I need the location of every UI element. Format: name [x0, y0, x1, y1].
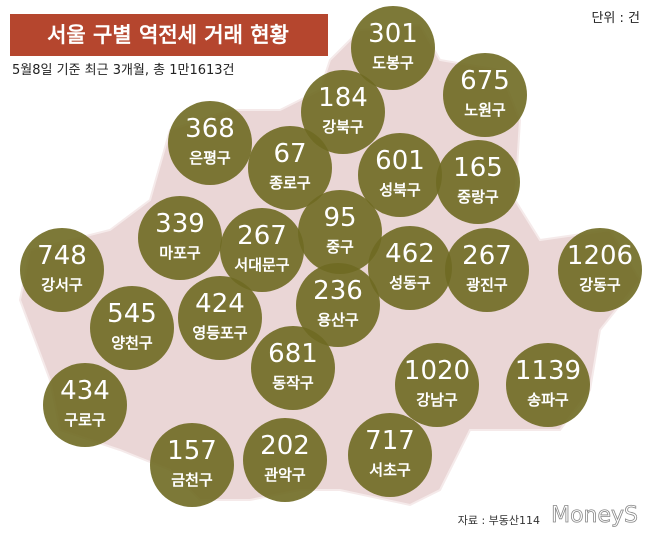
- district-name: 성북구: [379, 181, 421, 199]
- district-value: 236: [313, 276, 363, 306]
- district-value: 184: [318, 83, 368, 113]
- district-bubble: [243, 418, 327, 502]
- title-box: [10, 14, 328, 56]
- district-bubble: [178, 276, 262, 360]
- district-value: 1139: [515, 356, 581, 386]
- district-bubble: [558, 228, 642, 312]
- district-bubble: [358, 133, 442, 217]
- district-name: 은평구: [189, 149, 231, 167]
- district-bubble: [168, 101, 252, 185]
- district-name: 동작구: [272, 374, 314, 392]
- district-name: 송파구: [527, 391, 569, 409]
- district-bubble: [296, 263, 380, 347]
- district-bubble: [368, 226, 452, 310]
- district-value: 1020: [404, 356, 470, 386]
- district-value: 462: [385, 239, 435, 269]
- district-bubble: [251, 326, 335, 410]
- district-value: 301: [368, 19, 418, 49]
- district-value: 339: [155, 209, 205, 239]
- district-bubble: [248, 126, 332, 210]
- district-name: 도봉구: [372, 54, 414, 72]
- source: 자료 : 부동산114: [458, 514, 540, 527]
- district-name: 강동구: [579, 276, 621, 294]
- district-value: 675: [460, 66, 510, 96]
- district-name: 강북구: [322, 118, 364, 136]
- district-bubble: [445, 228, 529, 312]
- district-value: 368: [185, 114, 235, 144]
- district-bubble: [20, 228, 104, 312]
- title: 서울 구별 역전세 거래 현황: [47, 23, 289, 47]
- district-bubble: [443, 53, 527, 137]
- district-name: 용산구: [317, 311, 359, 329]
- district-name: 종로구: [269, 174, 311, 192]
- district-bubble: [150, 423, 234, 507]
- district-name: 관악구: [264, 466, 306, 484]
- district-bubble: [395, 343, 479, 427]
- district-value: 202: [260, 431, 310, 461]
- district-value: 717: [365, 426, 415, 456]
- district-bubble: [506, 343, 590, 427]
- district-value: 267: [237, 221, 287, 251]
- district-value: 267: [462, 241, 512, 271]
- district-value: 681: [268, 339, 318, 369]
- district-name: 강서구: [41, 276, 83, 294]
- district-bubble: [436, 140, 520, 224]
- watermark: MoneyS: [551, 503, 638, 528]
- district-bubble: [301, 70, 385, 154]
- district-value: 95: [323, 203, 356, 233]
- district-value: 424: [195, 289, 245, 319]
- district-value: 601: [375, 146, 425, 176]
- district-bubbles: 301 도봉구 675 노원구 184 강북구 368 은평구 67 종로구 601 성북구 165 중랑…: [20, 6, 642, 507]
- district-name: 양천구: [111, 334, 153, 352]
- district-bubble: [43, 363, 127, 447]
- district-name: 노원구: [464, 101, 506, 119]
- district-name: 서초구: [369, 461, 411, 479]
- district-value: 434: [60, 376, 110, 406]
- district-value: 1206: [567, 241, 633, 271]
- district-bubble: [351, 6, 435, 90]
- district-value: 157: [167, 436, 217, 466]
- unit: 단위 : 건: [591, 11, 640, 26]
- district-name: 중구: [326, 238, 354, 256]
- district-bubble: [348, 413, 432, 497]
- district-bubble: [298, 190, 382, 274]
- district-name: 강남구: [416, 391, 458, 409]
- district-name: 구로구: [64, 411, 106, 429]
- district-name: 금천구: [171, 471, 213, 489]
- district-name: 중랑구: [457, 188, 499, 206]
- district-name: 마포구: [159, 244, 201, 262]
- district-bubble: [138, 196, 222, 280]
- district-value: 545: [107, 299, 157, 329]
- district-name: 광진구: [466, 276, 508, 294]
- district-bubble: [220, 208, 304, 292]
- district-value: 165: [453, 153, 503, 183]
- district-name: 서대문구: [234, 256, 289, 274]
- district-value: 748: [37, 241, 87, 271]
- district-value: 67: [273, 139, 306, 169]
- district-bubble: [90, 286, 174, 370]
- district-name: 영등포구: [192, 324, 247, 342]
- district-name: 성동구: [389, 274, 431, 292]
- subtitle: 5월8일 기준 최근 3개월, 총 1만1613건: [12, 63, 235, 78]
